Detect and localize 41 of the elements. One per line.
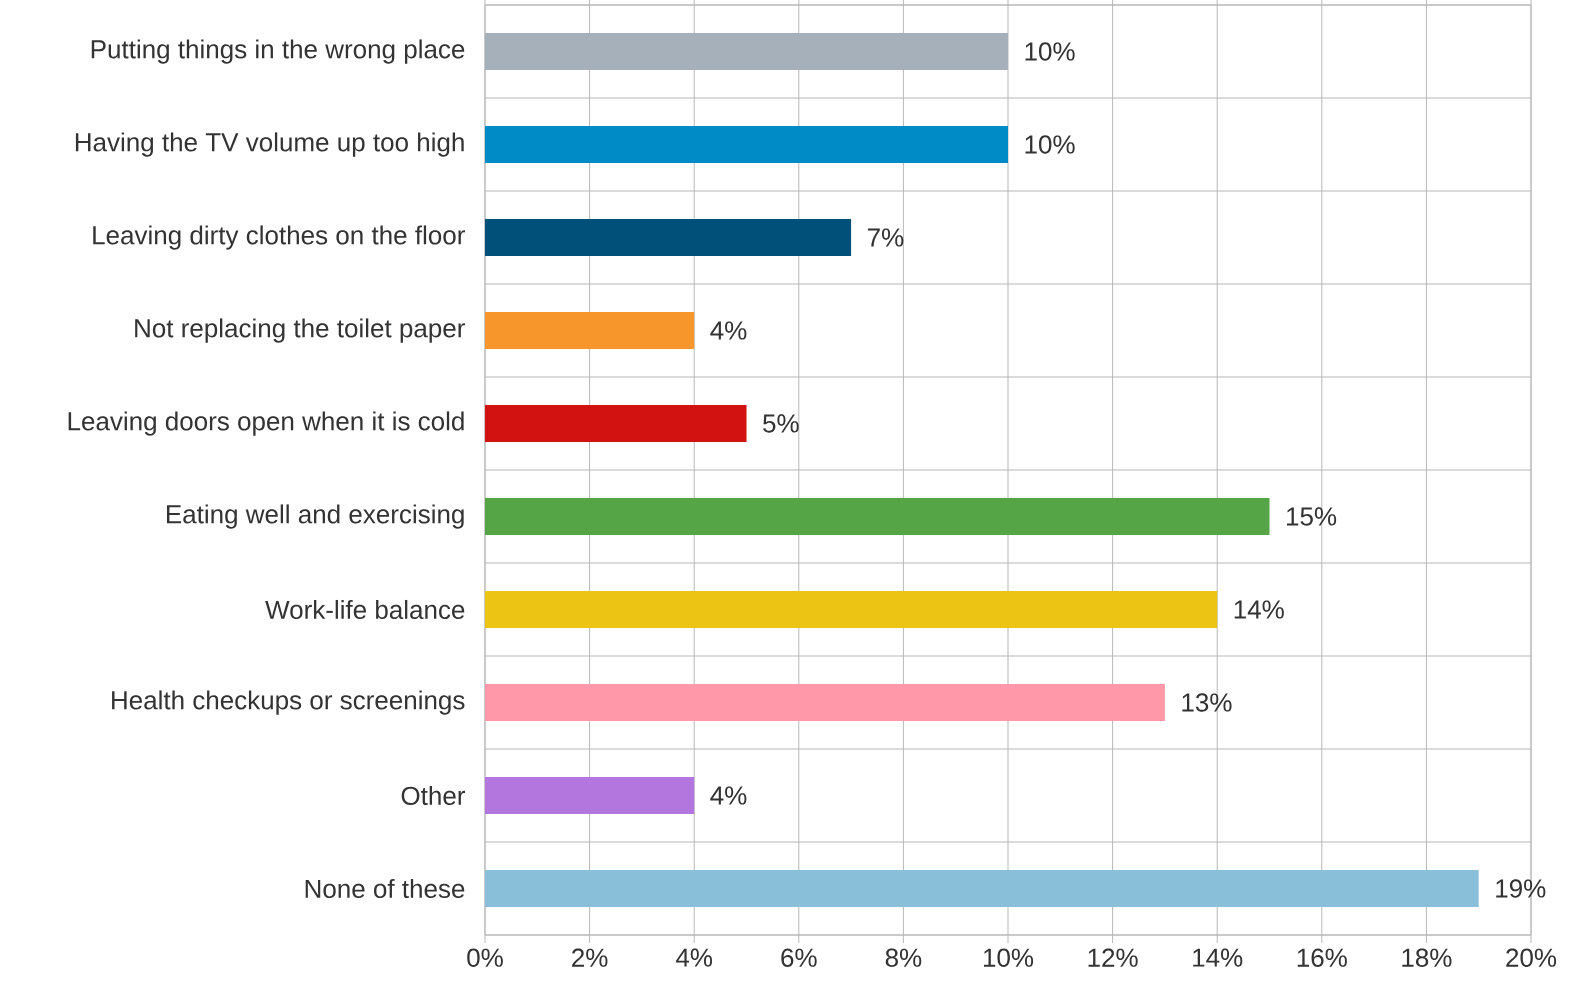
data-label: 5% <box>763 414 799 433</box>
y-tick-label: Health checkups or screenings <box>112 690 465 715</box>
bar <box>485 777 695 815</box>
bar <box>485 405 747 443</box>
x-tick-label: 14% <box>1193 948 1243 967</box>
x-tick-label: 2% <box>572 948 608 967</box>
y-tick-label: Leaving doors open when it is cold <box>68 411 464 436</box>
y-tick-label: Eating well and exercising <box>166 504 464 529</box>
x-tick-label: 6% <box>781 948 817 967</box>
y-tick-label: Work-life balance <box>265 599 465 620</box>
bar <box>485 870 1479 908</box>
x-tick-label: 20% <box>1506 948 1557 967</box>
bar <box>485 684 1165 722</box>
data-label: 4% <box>710 321 747 340</box>
data-label: 14% <box>1234 600 1284 619</box>
data-label: 7% <box>867 228 904 247</box>
y-tick-label: None of these <box>305 878 465 899</box>
x-tick-label: 4% <box>676 948 713 967</box>
bar <box>485 498 1270 536</box>
bar <box>485 219 852 257</box>
x-tick-label: 10% <box>983 948 1034 967</box>
y-tick-label: Leaving dirty clothes on the floor <box>93 225 465 250</box>
bar <box>485 591 1218 629</box>
x-tick-label: 18% <box>1402 948 1452 967</box>
bar <box>485 312 695 350</box>
y-tick-label: Putting things in the wrong place <box>91 39 465 64</box>
data-label: 13% <box>1182 693 1232 712</box>
x-tick-label: 12% <box>1088 948 1138 967</box>
bar <box>485 126 1008 164</box>
y-tick-label: Other <box>401 785 466 806</box>
bar <box>485 33 1008 71</box>
y-tick-label: Having the TV volume up too high <box>75 132 464 157</box>
y-tick-label: Not replacing the toilet paper <box>135 318 465 343</box>
data-label: 4% <box>710 786 747 805</box>
data-label: 19% <box>1496 879 1546 898</box>
x-tick-label: 0% <box>467 948 503 967</box>
data-label: 15% <box>1287 507 1337 526</box>
data-label: 10% <box>1025 135 1075 154</box>
x-tick-label: 16% <box>1297 948 1347 967</box>
x-tick-label: 8% <box>885 948 922 967</box>
data-label: 10% <box>1025 42 1075 61</box>
